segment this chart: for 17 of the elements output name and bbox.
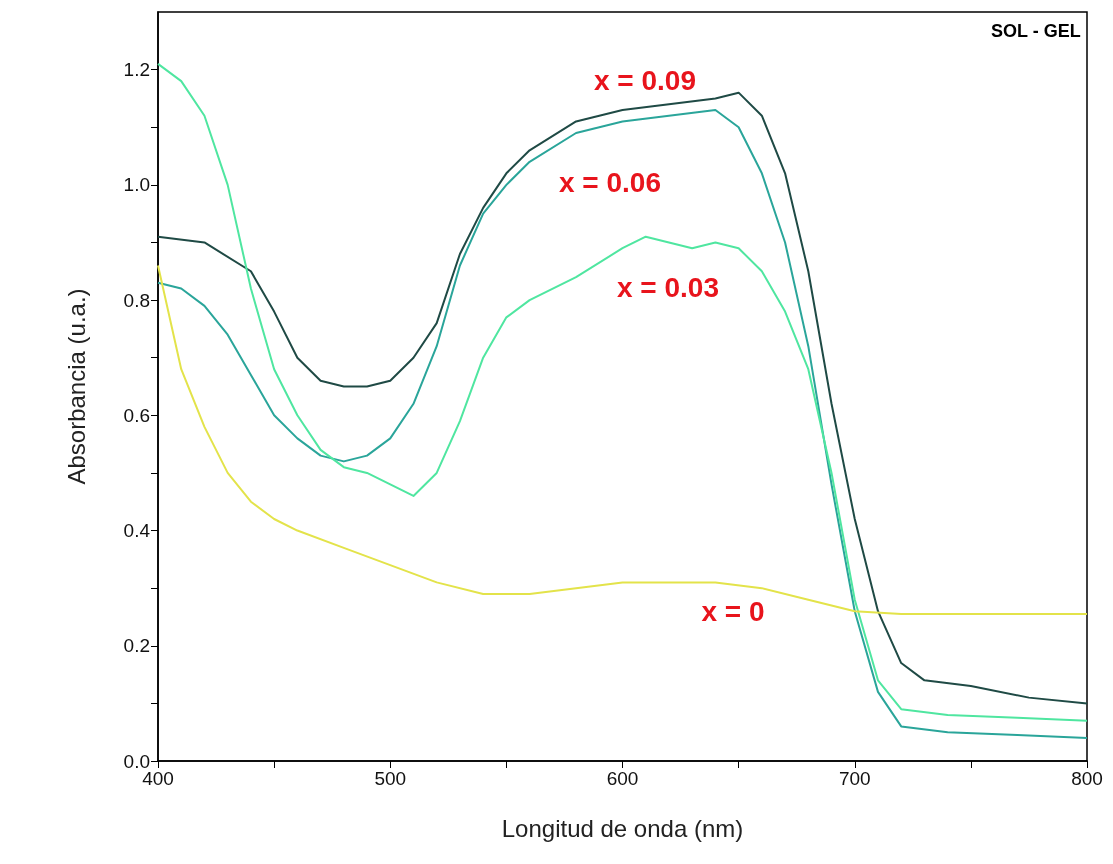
x-tick-label: 600 <box>606 768 639 789</box>
y-tick-label: 0.2 <box>123 635 150 657</box>
annotation: x = 0 <box>701 595 765 627</box>
annotation: x = 0.06 <box>559 166 661 198</box>
y-tick-label: 0.6 <box>123 404 150 426</box>
x-tick-label: 500 <box>374 768 407 789</box>
annotation: x = 0.09 <box>594 64 696 96</box>
y-tick-label: 0.4 <box>123 520 151 542</box>
y-axis-title: Absorbancia (u.a.) <box>62 288 90 485</box>
annotation: SOL - GEL <box>991 21 1081 41</box>
x-tick-label: 700 <box>838 768 871 789</box>
y-tick-label: 1.0 <box>123 174 150 196</box>
x-tick-label: 800 <box>1071 768 1103 789</box>
x-axis-title: Longitud de onda (nm) <box>501 814 744 842</box>
annotation: x = 0.03 <box>617 271 719 303</box>
y-tick-label: 0.8 <box>123 289 150 311</box>
y-tick-label: 1.2 <box>123 59 150 81</box>
